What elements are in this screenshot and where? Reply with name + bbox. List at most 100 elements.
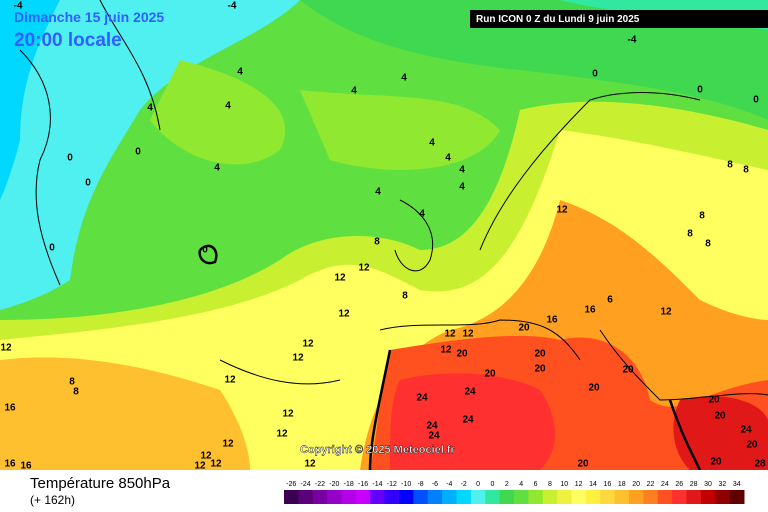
contour-label: 12 <box>440 345 452 356</box>
isotherm <box>368 349 392 470</box>
scale-swatch <box>384 490 400 504</box>
scale-label: 10 <box>560 481 568 488</box>
scale-label: 6 <box>534 481 538 488</box>
field-mild <box>300 90 500 170</box>
contour-label: 24 <box>462 415 474 426</box>
scale-label: -20 <box>329 481 339 488</box>
scale-label: 18 <box>618 481 626 488</box>
scale-label: 22 <box>647 481 655 488</box>
field-hottest <box>673 396 768 470</box>
contour-label: 4 <box>419 209 425 220</box>
contour-label: 12 <box>276 429 288 440</box>
contour-label: 8 <box>73 387 79 398</box>
contour-label: 4 <box>225 101 231 112</box>
contour-label: 20 <box>456 349 468 360</box>
contour-label: 12 <box>222 439 234 450</box>
scale-swatch <box>485 490 501 504</box>
coastline <box>394 199 434 272</box>
contour-label: 4 <box>147 103 153 114</box>
contour-label: 20 <box>588 383 600 394</box>
coastline <box>379 319 581 361</box>
contour-label: 28 <box>754 459 766 470</box>
field-colder <box>0 0 60 200</box>
contour-label: 12 <box>0 343 12 354</box>
contour-label: 16 <box>546 315 558 326</box>
contour-label: 0 <box>592 69 598 80</box>
field-north <box>300 0 768 120</box>
coastline <box>219 359 341 385</box>
scale-swatch <box>499 490 515 504</box>
contour-label: 4 <box>459 182 465 193</box>
time-label: 20:00 locale <box>14 30 122 51</box>
scale-swatch <box>298 490 314 504</box>
scale-label: -24 <box>301 481 311 488</box>
copyright: Copyright © 2025 Meteociel.fr <box>300 444 456 456</box>
contour-label: 8 <box>727 160 733 171</box>
contour-label: 12 <box>200 451 212 462</box>
coastline <box>99 0 161 131</box>
contour-label: 16 <box>20 461 32 472</box>
scale-swatch <box>542 490 558 504</box>
field-hottest <box>390 373 555 470</box>
scale-swatch <box>284 490 299 504</box>
scale-swatch <box>643 490 659 504</box>
contour-label: 8 <box>699 211 705 222</box>
contour-label: 6 <box>607 295 613 306</box>
contour-label: 0 <box>202 245 208 256</box>
contour-label: 0 <box>67 153 73 164</box>
scale-swatch <box>327 490 342 504</box>
contour-label: 20 <box>577 459 589 470</box>
contour-label: 4 <box>375 187 381 198</box>
date-label: Dimanche 15 juin 2025 <box>14 9 164 25</box>
scale-swatch <box>557 490 572 504</box>
contour-label: 12 <box>282 409 294 420</box>
contour-label: 12 <box>556 205 568 216</box>
contour-label: 0 <box>753 95 759 106</box>
scale-label: 28 <box>690 481 698 488</box>
contour-label: 8 <box>374 237 380 248</box>
contour-label: 24 <box>464 387 476 398</box>
field-orange <box>0 357 250 470</box>
contour-label: 0 <box>697 85 703 96</box>
field-cold <box>0 0 300 310</box>
contour-label: 20 <box>710 457 722 468</box>
scale-label: 0 <box>490 481 494 488</box>
scale-label: -8 <box>417 481 423 488</box>
scale-swatch <box>427 490 443 504</box>
coastline <box>599 329 768 401</box>
scale-label: -12 <box>387 481 397 488</box>
contour-label: 16 <box>4 403 16 414</box>
scale-label: 0 <box>476 481 480 488</box>
scale-swatch <box>355 490 371 504</box>
scale-swatch <box>514 490 529 504</box>
scale-label: -10 <box>401 481 411 488</box>
scale-swatch <box>470 490 486 504</box>
scale-swatch <box>585 490 601 504</box>
coastline <box>479 92 701 251</box>
scale-label: -14 <box>372 481 382 488</box>
contour-label: 20 <box>484 369 496 380</box>
contour-label: 0 <box>49 243 55 254</box>
contour-label: 4 <box>401 73 407 84</box>
contour-label: 8 <box>402 291 408 302</box>
scale-label: 4 <box>519 481 523 488</box>
footer-lead: (+ 162h) <box>30 493 75 507</box>
scale-label: 24 <box>661 481 669 488</box>
contour-label: 20 <box>708 395 720 406</box>
contour-label: -4 <box>228 1 237 12</box>
contour-label: 20 <box>518 323 530 334</box>
isotherm-bold <box>198 244 702 470</box>
coastline <box>19 49 61 286</box>
scale-swatch <box>341 490 357 504</box>
contour-label: 24 <box>426 421 438 432</box>
contour-label: 12 <box>444 329 456 340</box>
scale-swatch <box>413 490 429 504</box>
contour-label: -4 <box>14 1 23 12</box>
contour-label: 12 <box>194 461 206 472</box>
contour-label: 12 <box>462 329 474 340</box>
scale-swatch <box>686 490 702 504</box>
scale-label: 12 <box>575 481 583 488</box>
scale-swatch <box>312 490 328 504</box>
